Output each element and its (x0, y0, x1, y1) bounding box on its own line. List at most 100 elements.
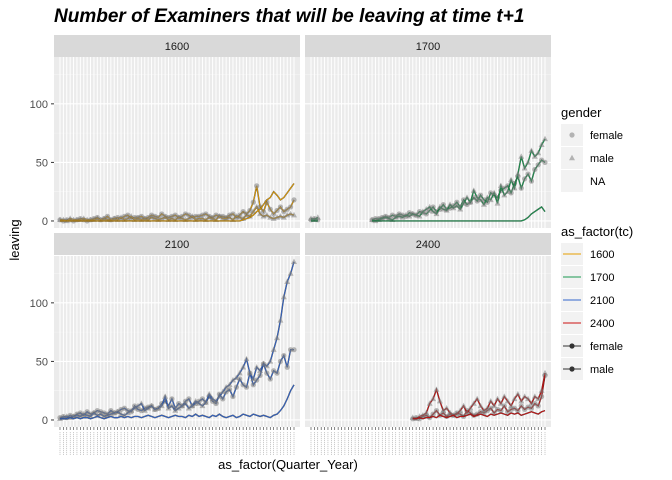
data-point (531, 393, 538, 399)
data-point (396, 213, 403, 219)
y-axis-title: leaving (7, 219, 22, 260)
data-point (250, 375, 257, 382)
data-point (287, 210, 294, 217)
data-point (148, 402, 155, 409)
data-point (77, 413, 84, 419)
data-point (453, 410, 460, 417)
data-point (467, 405, 474, 411)
data-point (416, 213, 423, 219)
data-point (270, 346, 277, 352)
data-point (209, 395, 216, 402)
data-point (402, 211, 409, 218)
data-point (281, 352, 287, 359)
legend-tc-label: 2100 (590, 295, 614, 307)
legend-tc-title: as_factor(tc) (561, 224, 633, 239)
data-point (399, 214, 406, 220)
data-point (518, 153, 525, 159)
data-point (216, 393, 223, 399)
data-point (179, 215, 186, 221)
data-point (535, 403, 541, 409)
data-point (288, 204, 294, 210)
data-point (162, 393, 169, 399)
facet-strip (305, 35, 551, 57)
data-point (226, 214, 233, 220)
series-1700-male (308, 135, 548, 224)
data-point (480, 201, 487, 207)
data-point (480, 407, 487, 413)
data-point (253, 364, 260, 370)
data-point (460, 200, 467, 206)
data-point (525, 171, 531, 177)
data-point (199, 402, 206, 409)
data-point (257, 372, 263, 379)
y-tick-label: 50 (36, 356, 48, 368)
data-point (250, 382, 256, 388)
data-point (263, 211, 270, 218)
data-point (291, 258, 297, 265)
data-point (199, 215, 206, 221)
data-point (457, 407, 464, 413)
data-point (236, 214, 243, 220)
facet-strip-label: 2400 (416, 239, 440, 251)
data-point (497, 400, 504, 406)
data-point (247, 207, 253, 214)
data-point (277, 358, 284, 365)
data-point (84, 412, 91, 418)
data-point (314, 214, 321, 220)
data-point (542, 159, 548, 166)
data-point (440, 206, 447, 212)
legend-tc-label: 2400 (590, 318, 614, 330)
data-point (498, 408, 504, 414)
y-tick-label: 50 (36, 157, 48, 169)
data-point (226, 381, 233, 388)
data-point (131, 405, 138, 411)
data-point (515, 408, 521, 414)
data-point (528, 178, 535, 184)
data-point (196, 400, 203, 406)
data-point (528, 400, 535, 406)
data-point (440, 201, 446, 208)
legend-female-icon (569, 132, 575, 138)
data-point (284, 364, 290, 370)
data-point (454, 199, 460, 205)
data-point (94, 215, 101, 221)
legend-gender-title: gender (561, 105, 602, 120)
data-point (277, 204, 284, 210)
data-point (274, 207, 280, 214)
facet-strip-label: 2100 (165, 239, 189, 251)
legend-gender-label: NA (590, 176, 606, 188)
data-point (508, 176, 515, 183)
data-point (436, 398, 443, 404)
data-point (494, 395, 501, 402)
data-point (162, 214, 169, 220)
data-point (423, 409, 430, 416)
facet-strip-label: 1600 (165, 41, 189, 53)
data-point (216, 213, 223, 219)
data-point (460, 402, 467, 409)
data-point (538, 141, 545, 148)
data-point (514, 170, 521, 177)
data-point (135, 215, 141, 221)
facet-panel-1700: 1700 (305, 35, 551, 228)
y-tick-label: 100 (30, 99, 48, 111)
data-point (308, 215, 314, 221)
data-point (243, 355, 250, 362)
data-point (158, 402, 165, 409)
data-point (528, 405, 535, 411)
y-tick-label: 100 (30, 298, 48, 310)
data-point (240, 364, 247, 370)
data-point (419, 412, 426, 418)
data-point (419, 208, 426, 214)
series-2400-female (410, 372, 548, 422)
data-point (386, 215, 392, 221)
data-point (124, 215, 131, 221)
data-point (518, 398, 525, 404)
data-point (277, 317, 284, 323)
chart-title: Number of Examiners that will be leaving… (54, 6, 525, 27)
data-point (263, 362, 270, 369)
data-point (423, 206, 430, 212)
data-point (450, 204, 457, 211)
data-point (118, 410, 125, 417)
data-point (433, 408, 440, 414)
data-point (267, 358, 274, 364)
